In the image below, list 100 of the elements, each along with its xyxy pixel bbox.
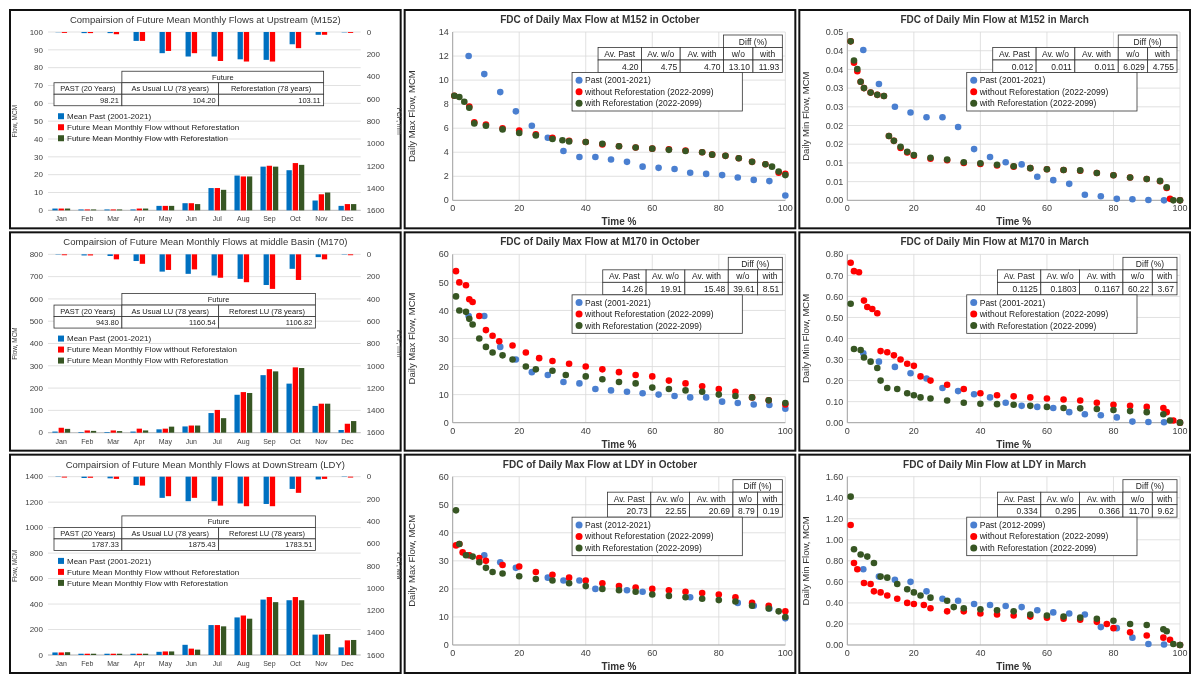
y-tick-label: 6 [443,123,449,134]
y2-tick-label: 600 [366,94,381,104]
y-tick-label: 90 [34,45,44,55]
annotation: 0.011 [1051,61,1073,72]
legend-label: without Reforestation (2022-2099) [978,531,1109,542]
y2-tick-label: 400 [366,517,381,527]
y2-tick-label: 200 [366,494,381,504]
annotation: with [1156,271,1173,282]
y-tick-label: 0.40 [825,333,844,344]
y-tick-label: 1.40 [825,492,844,503]
annotation: 0.295 [1055,506,1077,517]
y-tick-label: 600 [29,294,44,304]
y-tick-label: 0.80 [825,249,844,260]
annotation: 0.334 [1016,506,1039,517]
x-tick-label: 80 [713,203,724,214]
y2-tick-label: 1600 [366,206,386,216]
chart-title: FDC of Daily Max Flow at M170 in October [500,236,700,248]
x-tick-label: 80 [1108,648,1119,658]
y-tick-label: 0 [443,640,449,651]
x-tick-label: 60 [1041,648,1052,658]
y2-tick-label: 0 [366,472,372,482]
annotation: Av. w/o [656,493,684,504]
y-tick-label: 0.00 [825,195,844,206]
legend-label: Past (2001-2021) [979,297,1046,308]
x-tick-label: 0 [450,425,456,436]
x-tick-label: 60 [647,203,658,214]
annotation: w/o [737,493,753,504]
y-tick-label: 0.01 [825,158,844,169]
y-tick-label: 0 [443,195,449,206]
x-tick-label: 20 [908,425,919,436]
y-tick-label: 800 [29,250,44,260]
annotation: 60.22 [1128,283,1150,294]
y-axis-title: Daily Max Flow, MCM [405,70,417,163]
annotation: 0.366 [1098,506,1121,517]
y-tick-label: 20 [438,584,449,595]
x-tick-label: 40 [975,425,986,436]
y-tick-label: 500 [29,317,44,327]
y-tick-label: 100 [29,406,44,416]
y-tick-label: 10 [34,188,44,198]
y-tick-label: 2 [443,171,449,182]
annotation: 4.755 [1152,61,1175,72]
annotation: Av. with [696,493,726,504]
chart-title: FDC of Daily Max Flow at LDY in October [502,458,698,470]
annotation: Diff (%) [1135,258,1165,269]
annotation: Av. with [687,49,717,59]
y-tick-label: 400 [29,599,44,609]
chart-title: FDC of Daily Min Flow at M170 in March [900,236,1089,248]
y-axis-title: Daily Min Flow, MCM [800,71,812,161]
legend-label: without Reforestation (2022-2099) [584,531,714,542]
annotation: with [759,49,776,59]
x-tick-label: 100 [777,648,793,658]
y-tick-label: 1400 [25,472,44,482]
legend-label: with Reforestation (2022-2099) [584,98,702,109]
x-tick-label: 20 [908,648,919,658]
y-axis-title: Daily Max Flow, MCM [405,514,417,607]
annotation: Av. Past [609,271,641,282]
y2-tick-label: 1600 [366,428,386,438]
y2-tick-label: 1200 [366,606,386,616]
annotation: Av. with [1082,49,1112,59]
y2-tick-label: 800 [366,116,381,126]
legend-label: with Reforestation (2022-2099) [978,320,1097,331]
annotation: 0.1803 [1050,283,1077,294]
y-tick-label: 0.20 [825,619,844,630]
y-tick-label: 14 [438,27,449,38]
annotation: Diff (%) [741,258,770,269]
legend-label: Past (2012-2099) [979,519,1046,530]
y2-tick-label: 400 [366,72,381,82]
y-tick-label: 0.00 [825,640,844,651]
annotation: Av. with [1086,271,1116,282]
y-tick-label: 10 [438,75,449,86]
x-tick-label: 40 [580,203,591,214]
y2-tick-label: 1400 [366,628,386,638]
y-tick-label: 300 [29,361,44,371]
y2-tick-label: 200 [366,50,381,60]
legend-label: Future Mean Monthly Flow with Reforestation [67,578,228,588]
annotation: 14.26 [621,283,644,294]
annotation: 8.51 [762,283,780,294]
annotation: w/o [1130,271,1145,282]
annotation: Av. w/o [647,49,675,59]
x-tick-label: 20 [514,425,525,436]
y-tick-label: 50 [34,116,44,126]
y-tick-label: 60 [438,249,449,260]
y2-tick-label: 800 [366,339,381,349]
x-tick-label: 100 [1172,648,1188,658]
y2-tick-label: 1000 [366,361,386,371]
annotation: 0.1125 [1012,283,1039,294]
y-tick-label: 200 [29,383,44,393]
annotation: 22.55 [665,506,687,517]
y-tick-label: 30 [34,152,44,162]
annotation: 0.19 [762,506,780,517]
y-axis-title: Daily Min Flow, MCM [800,293,812,384]
annotation: Av. Past [1003,271,1036,282]
y-tick-label: 1.20 [825,513,844,524]
legend-label: Past (2001-2021) [585,297,651,308]
chart-title: FDC of Daily Min Flow at M152 in March [900,14,1089,25]
y-tick-label: 1.00 [825,534,844,545]
legend-label: Future Mean Monthly Flow with Reforestation [67,356,228,366]
y-axis-title: Daily Max Flow, MCM [405,292,417,385]
x-tick-label: 0 [450,648,456,658]
legend-label: Past (2001-2021) [979,75,1046,86]
